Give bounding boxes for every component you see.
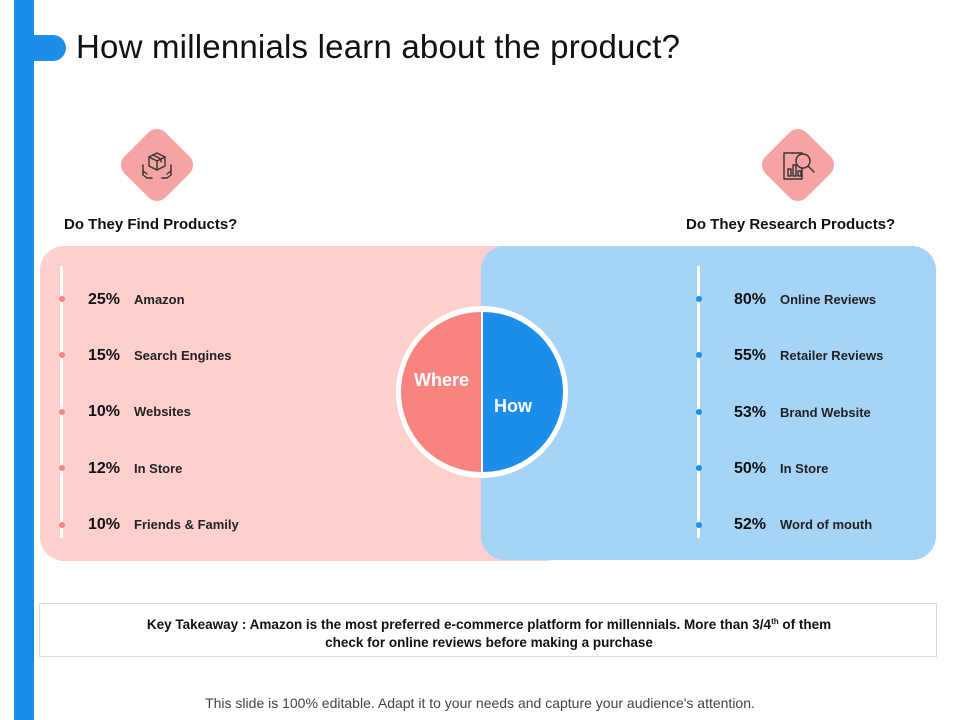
takeaway-line2: check for online reviews before making a…: [325, 635, 653, 650]
accent-sidebar-bar: [14, 0, 34, 720]
research-item-percent: 53%: [734, 404, 767, 421]
where-how-circle: [396, 306, 568, 478]
find-item-percent: 25%: [88, 291, 121, 308]
research-item-percent: 50%: [734, 460, 767, 477]
how-label: How: [494, 396, 532, 416]
key-takeaway-text: Key Takeaway : Amazon is the most prefer…: [40, 613, 938, 652]
find-item-label: In Store: [134, 461, 183, 476]
left-bullet: [59, 296, 65, 302]
find-item-label: Websites: [134, 404, 191, 419]
research-item-label: Word of mouth: [780, 517, 873, 532]
where-label: Where: [414, 370, 470, 390]
research-products-heading: Do They Research Products?: [686, 216, 896, 233]
takeaway-line1-b: of them: [778, 617, 832, 632]
slide-title: How millennials learn about the product?: [76, 28, 681, 65]
left-timeline-line: [60, 266, 63, 538]
right-bullet: [696, 522, 702, 528]
find-item-label: Friends & Family: [134, 517, 239, 532]
takeaway-line1-a: Key Takeaway : Amazon is the most prefer…: [146, 617, 772, 632]
find-item-percent: 12%: [88, 460, 121, 477]
box-hands-icon: [137, 145, 177, 185]
left-bullet: [59, 409, 65, 415]
how-half: [483, 312, 563, 472]
footer-note: This slide is 100% editable. Adapt it to…: [205, 695, 755, 711]
research-item-label: Brand Website: [780, 405, 871, 420]
research-item-label: In Store: [780, 461, 829, 476]
right-bullet: [696, 296, 702, 302]
left-bullet: [59, 465, 65, 471]
research-item-label: Retailer Reviews: [780, 348, 884, 363]
left-bullet: [59, 352, 65, 358]
title-accent-pill: [14, 35, 66, 61]
find-item-percent: 10%: [88, 516, 121, 533]
research-item-percent: 55%: [734, 347, 767, 364]
find-item-percent: 15%: [88, 347, 121, 364]
right-timeline-line: [697, 266, 700, 538]
key-takeaway-box: Key Takeaway : Amazon is the most prefer…: [39, 603, 937, 657]
find-item-label: Amazon: [134, 292, 185, 307]
right-bullet: [696, 465, 702, 471]
find-item-label: Search Engines: [134, 348, 232, 363]
right-bullet: [696, 409, 702, 415]
research-item-percent: 52%: [734, 516, 767, 533]
research-item-percent: 80%: [734, 291, 767, 308]
takeaway-line1-sup: th: [771, 617, 779, 626]
right-bullet: [696, 352, 702, 358]
left-bullet: [59, 522, 65, 528]
research-item-label: Online Reviews: [780, 292, 877, 307]
where-half: [401, 312, 481, 472]
magnifier-chart-icon: [778, 145, 818, 185]
find-products-heading: Do They Find Products?: [64, 216, 238, 233]
find-item-percent: 10%: [88, 403, 121, 420]
